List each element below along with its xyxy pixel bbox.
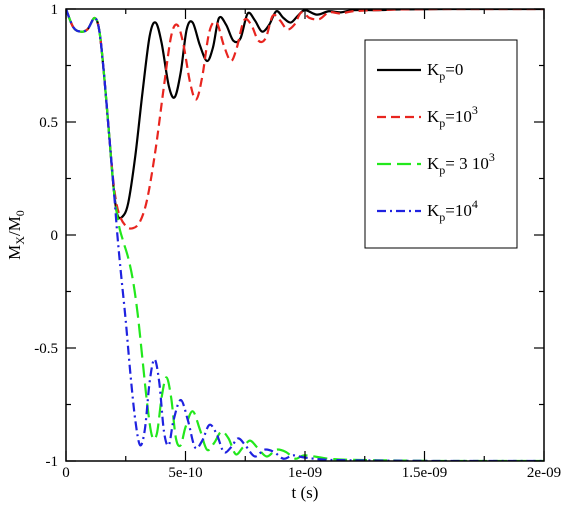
legend-label-0: Kp=0 xyxy=(427,60,463,83)
x-tick-label: 1e-09 xyxy=(288,465,322,481)
y-axis-title-sub: X xyxy=(13,236,27,245)
y-tick-label: -1 xyxy=(46,454,59,470)
x-tick-label: 1.5e-09 xyxy=(402,465,447,481)
x-axis-title: t (s) xyxy=(292,483,319,502)
y-tick-label: 1 xyxy=(51,2,59,18)
series-layer xyxy=(66,9,544,461)
x-tick-label: 0 xyxy=(62,465,70,481)
y-axis-title-main: M xyxy=(5,245,24,260)
series-line-3 xyxy=(66,9,544,461)
x-tick-label: 2e-09 xyxy=(527,465,561,481)
y-tick-label: 0 xyxy=(51,228,59,244)
y-axis-title: MX/M0 xyxy=(5,210,27,260)
y-tick-label: -0.5 xyxy=(34,341,58,357)
y-tick-label: 0.5 xyxy=(39,115,58,131)
legend: Kp=0 Kp=103 Kp= 3 103 Kp=104 xyxy=(364,39,518,249)
ticks-layer: 0 5e-10 1e-09 1.5e-09 2e-09 -1 -0.5 0 0.5 1 xyxy=(34,2,561,481)
y-axis-title-sep: /M xyxy=(5,216,24,236)
legend-box xyxy=(364,39,518,249)
x-tick-label: 5e-10 xyxy=(168,465,202,481)
series-line-2 xyxy=(66,9,544,461)
legend-label-2: Kp= 3 103 xyxy=(427,150,495,177)
legend-label-3: Kp=104 xyxy=(427,197,478,224)
y-axis-title-sub2: 0 xyxy=(13,210,27,216)
legend-label-1: Kp=103 xyxy=(427,103,478,130)
